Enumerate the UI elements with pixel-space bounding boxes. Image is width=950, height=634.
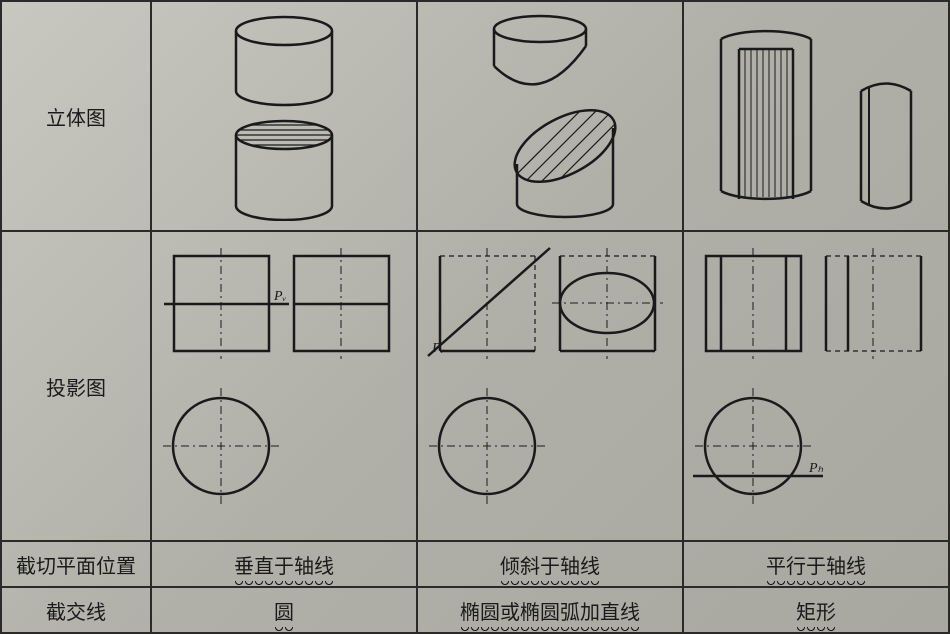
cell-solid-par (683, 1, 949, 231)
cell-section-1: 椭圆或椭圆弧加直线 (417, 587, 683, 633)
cell-section-2: 矩形 (683, 587, 949, 633)
ph-label: Pₕ (808, 461, 824, 476)
cutplane-value-1: 倾斜于轴线 (500, 550, 600, 579)
cell-proj-incl: Pᵥ (417, 231, 683, 541)
projection-par: Pₕ (691, 241, 941, 531)
cell-solid-incl (417, 1, 683, 231)
cutplane-value-2: 平行于轴线 (766, 550, 866, 579)
row-header-section: 截交线 (1, 587, 151, 633)
projection-perp: Pᵥ (159, 241, 409, 531)
table-row-section: 截交线 圆 椭圆或椭圆弧加直线 矩形 (1, 587, 949, 633)
table-row-solid: 立体图 (1, 1, 949, 231)
table-row-projection: 投影图 Pᵥ (1, 231, 949, 541)
diagram-table: 立体图 (0, 0, 950, 634)
table-row-cutplane: 截切平面位置 垂直于轴线 倾斜于轴线 平行于轴线 (1, 541, 949, 587)
cell-cutplane-1: 倾斜于轴线 (417, 541, 683, 587)
page-root: 立体图 (0, 0, 950, 632)
cell-cutplane-2: 平行于轴线 (683, 541, 949, 587)
solid-diagram-incl (450, 11, 650, 221)
row-header-cutplane: 截切平面位置 (1, 541, 151, 587)
cell-proj-perp: Pᵥ (151, 231, 417, 541)
row-header-solid: 立体图 (1, 1, 151, 231)
projection-incl: Pᵥ (425, 241, 675, 531)
projection-label: 投影图 (46, 378, 106, 400)
cell-cutplane-0: 垂直于轴线 (151, 541, 417, 587)
cell-solid-perp (151, 1, 417, 231)
cutplane-label: 截切平面位置 (16, 556, 136, 578)
solid-diagram-par (696, 11, 936, 221)
section-label: 截交线 (46, 602, 106, 624)
cutplane-value-0: 垂直于轴线 (234, 550, 334, 579)
pv-label-2: Pᵥ (431, 341, 445, 356)
row-header-projection: 投影图 (1, 231, 151, 541)
solid-diagram-perp (199, 11, 369, 221)
section-value-0: 圆 (274, 596, 294, 625)
solid-label: 立体图 (46, 108, 106, 130)
pv-label-1: Pᵥ (273, 289, 287, 304)
cell-proj-par: Pₕ (683, 231, 949, 541)
section-value-2: 矩形 (796, 596, 836, 625)
section-value-1: 椭圆或椭圆弧加直线 (460, 596, 640, 625)
cell-section-0: 圆 (151, 587, 417, 633)
